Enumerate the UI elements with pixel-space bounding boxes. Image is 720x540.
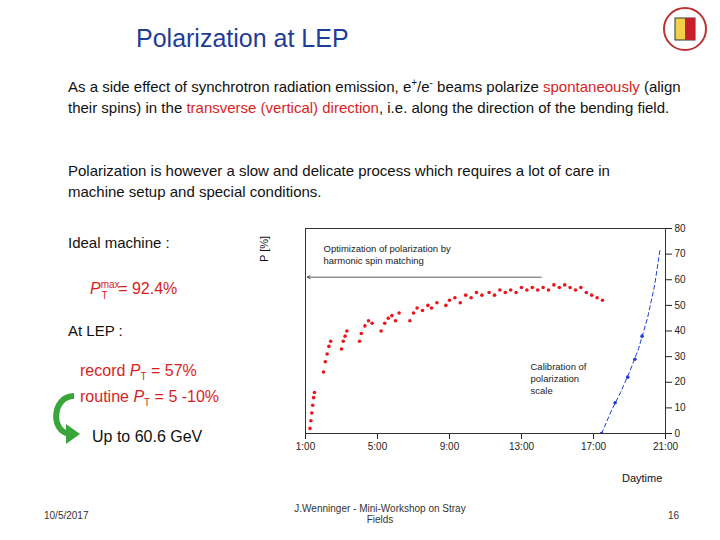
html-text:As a side effect of synchrotro: As a side effect of synchrotron radiatio… (68, 77, 681, 116)
svg-text:0: 0 (675, 428, 681, 439)
svg-text:20: 20 (675, 376, 687, 387)
svg-text:50: 50 (675, 300, 687, 311)
html-text:T = 92.4%: T = 92.4% (101, 280, 178, 301)
html-text:routine PT= 5 -10%: routine PT= 5 -10% (80, 388, 220, 409)
html-text:record PT= 57%: record PT= 57% (80, 362, 197, 383)
html-text:Daytime: Daytime (622, 472, 663, 484)
html-text:16: 16 (668, 510, 680, 521)
svg-text:70: 70 (675, 248, 687, 259)
html-text:Polarization is however a slow: Polarization is however a slow and delic… (68, 162, 610, 200)
html-text:10/5/2017: 10/5/2017 (44, 510, 89, 521)
svg-text:40: 40 (675, 325, 687, 336)
svg-text:10: 10 (675, 402, 687, 413)
svg-text:13:00: 13:00 (509, 441, 534, 452)
html-text:At LEP :: At LEP : (68, 322, 123, 339)
html-text:Polarization at LEP: Polarization at LEP (136, 24, 349, 52)
svg-text:17:00: 17:00 (581, 441, 606, 452)
html-text:Ideal machine :: Ideal machine : (68, 234, 170, 251)
svg-text:5:00: 5:00 (368, 441, 388, 452)
svg-text:Calibration ofpolarizationscal: Calibration ofpolarizationscale (531, 361, 587, 396)
svg-text:80: 80 (675, 223, 687, 234)
svg-text:1:00: 1:00 (296, 441, 316, 452)
html-text:J.Wenninger - Mini-Workshop on: J.Wenninger - Mini-Workshop on Stray Fie… (294, 503, 466, 525)
html-text:Up to 60.6 GeV: Up to 60.6 GeV (92, 428, 203, 445)
html-text:Pmax: Pmax (90, 279, 120, 298)
svg-text:9:00: 9:00 (440, 441, 460, 452)
svg-text:21:00: 21:00 (653, 441, 678, 452)
svg-text:60: 60 (675, 274, 687, 285)
svg-text:30: 30 (675, 351, 687, 362)
html-text:P [%]: P [%] (258, 235, 270, 262)
svg-text:Optimization of polarization b: Optimization of polarization byharmonic … (324, 243, 452, 266)
